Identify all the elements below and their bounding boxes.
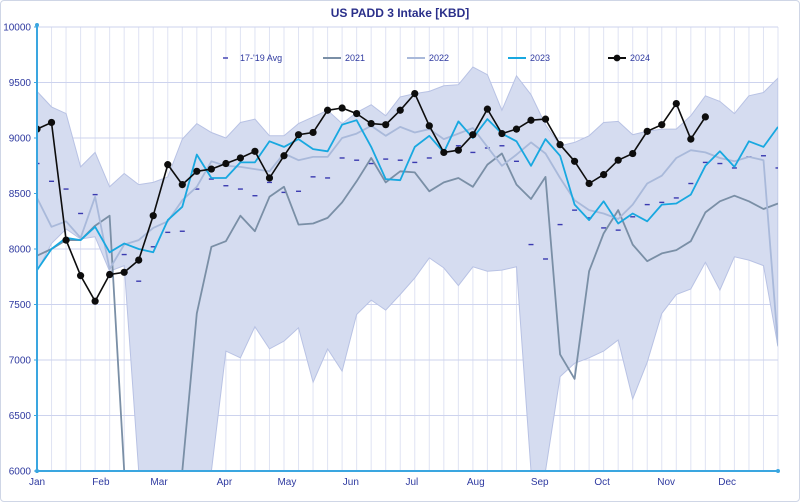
series-2024-point [541,115,550,123]
series-2022-line [37,124,778,346]
series-2024-point [236,154,245,162]
series-2024-point [265,174,274,182]
range-band [37,66,778,471]
series-2024-point [178,181,186,189]
series-2024-point [643,127,651,135]
x-tick-label: Jun [343,477,359,488]
series-2024-point [149,212,157,220]
series-2024-point [76,272,85,280]
series-2023-line [37,118,778,271]
y-tick-label: 9000 [9,134,32,145]
series-2024-point [701,113,709,121]
x-tick-label: Nov [657,477,675,488]
y-axis-end-cap [35,23,39,27]
x-tick-label: Mar [150,477,168,488]
series-2024-point [614,156,622,164]
series-2024-point [600,171,608,179]
legend-label-17-19-avg: 17-'19 Avg [240,53,282,63]
series-2024-point [294,131,303,139]
legend-label-2023: 2023 [530,53,550,63]
series-2024-point [556,141,564,149]
series-2024-point [222,159,230,168]
x-tick-label: Dec [718,477,736,488]
series-2024-point [672,99,680,108]
series-2024-point [498,129,506,138]
series-2024-point [91,297,99,305]
y-tick-label: 8000 [9,245,32,256]
range-band-area [37,66,778,471]
x-axis-end-cap [776,469,780,473]
series-2024-point [527,116,535,124]
x-tick-label: Aug [467,477,485,488]
series-2021-line [37,152,778,471]
x-tick-label: Jan [29,477,45,488]
series-2024-point [382,121,390,129]
y-tick-label: 6000 [9,467,32,478]
series-2024-point [338,104,346,112]
series-2024-point [193,167,201,175]
series-2024-point [585,179,593,188]
series-2024-point [280,152,288,160]
series-2024-point [47,118,56,127]
legend: 17-'19 Avg 2021 2022 2023 2024 [223,53,650,63]
series-2024-point [629,149,637,158]
series-2024-point [425,122,433,130]
y-tick-label: 9500 [9,78,32,89]
series-2024-point [135,256,143,264]
series-2024-point [570,157,579,165]
y-tick-label: 6500 [9,411,32,422]
legend-label-2021: 2021 [345,53,365,63]
x-tick-label: Sep [531,477,549,488]
series-2024-point [309,128,317,137]
y-tick-label: 8500 [9,189,32,200]
x-tick-label: Oct [594,477,610,488]
series-2024-point [454,146,462,154]
series-2024-point [440,148,448,157]
series-2024-point [164,161,172,169]
series-2024-point [469,131,477,139]
series-2024-point [251,147,259,155]
series-lines [37,90,778,471]
series-2024-point [483,105,492,113]
y-tick-label: 7000 [9,356,32,367]
series-2024-point [367,119,375,128]
x-tick-label: Jul [405,477,418,488]
series-2024-point [687,135,695,143]
y-tick-label: 7500 [9,300,32,311]
series-2024-point [396,106,404,114]
series-2024-point [106,270,114,279]
series-2024-point [207,165,215,173]
x-tick-label: Apr [217,477,233,488]
x-tick-label: May [277,477,296,488]
series-2024-point [62,236,70,244]
y-tick-label: 10000 [3,23,31,34]
x-tick-label: Feb [92,477,110,488]
legend-label-2022: 2022 [429,53,449,63]
series-2024-point [512,125,521,133]
legend-label-2024: 2024 [630,53,650,63]
series-2024-point [658,121,666,129]
chart-title: US PADD 3 Intake [KBD] [330,6,470,20]
axes: 6000 6500 7000 7500 8000 8500 9000 9500 10000 Jan… [3,23,780,488]
series-2024-point [411,90,419,98]
series-2024-point [120,268,128,276]
series-2024-point [323,106,332,114]
legend-marker-2024 [613,54,621,62]
series-2024-point [353,109,361,118]
